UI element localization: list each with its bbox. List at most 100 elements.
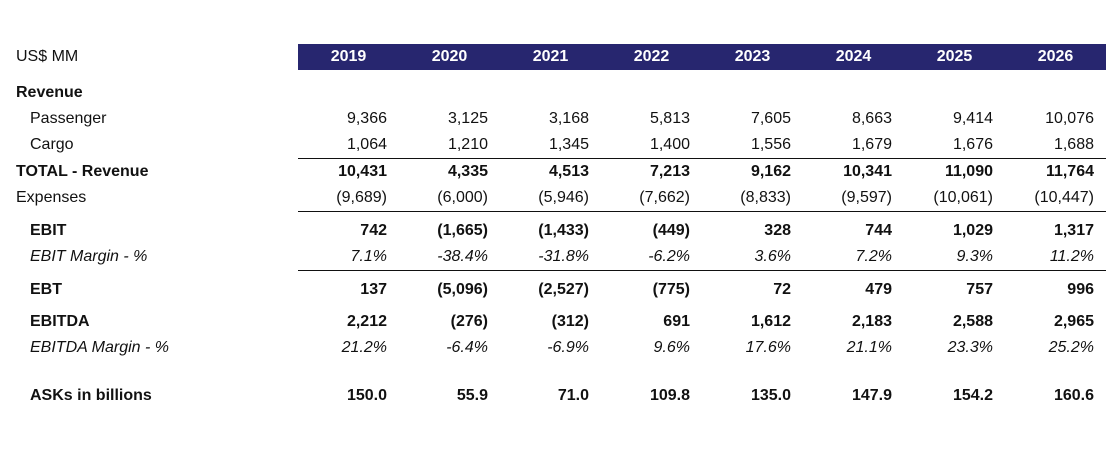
cell-value: 1,612: [750, 313, 791, 330]
table-row: EBITDA Margin - % 21.2% -6.4% -6.9% 9.6% 17.6…: [16, 335, 1106, 361]
cell-value: 3,168: [548, 110, 589, 127]
cell-value: 1,345: [500, 132, 601, 159]
cell-value: 11,764: [1045, 163, 1094, 180]
table-header-row: US$ MM 2019 2020 2021 2022 2023 2024 202…: [16, 44, 1106, 70]
row-label: Revenue: [16, 84, 83, 101]
table-row: TOTAL - Revenue 10,431 4,335 4,513 7,213 9,16…: [16, 159, 1106, 186]
cell-value: 2,965: [1053, 313, 1094, 330]
cell-value: 7.1%: [298, 244, 399, 271]
cell-value: 757: [966, 281, 993, 298]
cell-value: 4,513: [548, 163, 589, 180]
cell-value: (9,689): [298, 185, 399, 212]
cell-value: 1,679: [803, 132, 904, 159]
cell-value: (7,662): [601, 185, 702, 212]
cell-value: 9,366: [346, 110, 387, 127]
cell-value: 71.0: [557, 387, 589, 404]
cell-value: 3,125: [447, 110, 488, 127]
table-row: EBIT 742 (1,665) (1,433) (449) 328 744 1,029 1,3…: [16, 218, 1106, 244]
cell-value: 1,210: [399, 132, 500, 159]
cell-value: 742: [360, 222, 387, 239]
row-label: EBITDA: [30, 313, 90, 330]
cell-value: 9,162: [750, 163, 791, 180]
cell-value: 744: [865, 222, 892, 239]
cell-value: -38.4%: [399, 244, 500, 271]
cell-value: 691: [663, 313, 690, 330]
row-label: Passenger: [30, 110, 107, 127]
cell-value: 5,813: [649, 110, 690, 127]
cell-value: 328: [764, 222, 791, 239]
cell-value: 7,605: [750, 110, 791, 127]
cell-value: -6.2%: [601, 244, 702, 271]
cell-value: 2,183: [851, 313, 892, 330]
year-header: 2021: [500, 44, 601, 70]
cell-value: 9.3%: [904, 244, 1005, 271]
cell-value: (312): [551, 313, 589, 330]
row-label: Expenses: [16, 189, 87, 207]
row-label: EBIT Margin - %: [30, 248, 148, 266]
cell-value: 2,588: [952, 313, 993, 330]
cell-value: 160.6: [1053, 387, 1094, 404]
cell-value: 479: [865, 281, 892, 298]
revenue-heading-row: Revenue: [16, 80, 1106, 106]
financial-summary-table: US$ MM 2019 2020 2021 2022 2023 2024 202…: [16, 44, 1106, 409]
cell-value: 17.6%: [745, 339, 791, 356]
year-header: 2022: [601, 44, 702, 70]
cell-value: 3.6%: [702, 244, 803, 271]
table-row: Expenses (9,689) (6,000) (5,946) (7,662) (8,8…: [16, 185, 1106, 212]
cell-value: 72: [773, 281, 791, 298]
table-row: EBITDA 2,212 (276) (312) 691 1,612 2,183 2,588 2…: [16, 309, 1106, 335]
cell-value: 21.2%: [341, 339, 387, 356]
cell-value: 150.0: [346, 387, 387, 404]
cell-value: 7.2%: [803, 244, 904, 271]
year-header: 2026: [1005, 44, 1106, 70]
cell-value: 10,431: [338, 163, 387, 180]
table-row: ASKs in billions 150.0 55.9 71.0 109.8 135.0 1…: [16, 383, 1106, 409]
cell-value: 1,317: [1053, 222, 1094, 239]
year-header: 2020: [399, 44, 500, 70]
cell-value: 1,688: [1005, 132, 1106, 159]
cell-value: (775): [652, 281, 690, 298]
cell-value: 137: [360, 281, 387, 298]
year-header: 2023: [702, 44, 803, 70]
row-label: Cargo: [30, 136, 74, 154]
cell-value: 1,556: [702, 132, 803, 159]
year-header: 2025: [904, 44, 1005, 70]
row-label: EBIT: [30, 222, 67, 239]
cell-value: (1,433): [538, 222, 589, 239]
row-label: TOTAL - Revenue: [16, 162, 149, 180]
cell-value: (449): [652, 222, 690, 239]
cell-value: 2,212: [346, 313, 387, 330]
cell-value: 147.9: [851, 387, 892, 404]
table-row: Passenger 9,366 3,125 3,168 5,813 7,605 8,663 9…: [16, 106, 1106, 132]
cell-value: -31.8%: [500, 244, 601, 271]
cell-value: (276): [450, 313, 488, 330]
units-label: US$ MM: [16, 44, 298, 70]
cell-value: 25.2%: [1048, 339, 1094, 356]
cell-value: 9.6%: [653, 339, 690, 356]
cell-value: 11,090: [944, 163, 993, 180]
cell-value: 9,414: [952, 110, 993, 127]
cell-value: (2,527): [538, 281, 589, 298]
cell-value: 154.2: [952, 387, 993, 404]
cell-value: (5,946): [500, 185, 601, 212]
row-label: EBITDA Margin - %: [30, 339, 169, 356]
year-header: 2024: [803, 44, 904, 70]
cell-value: 10,076: [1045, 110, 1094, 127]
cell-value: (6,000): [399, 185, 500, 212]
table-row: EBIT Margin - % 7.1% -38.4% -31.8% -6.2% 3.6%…: [16, 244, 1106, 271]
cell-value: 7,213: [649, 163, 690, 180]
cell-value: 1,400: [601, 132, 702, 159]
row-label: EBT: [30, 281, 62, 298]
cell-value: (10,061): [904, 185, 1005, 212]
cell-value: -6.9%: [547, 339, 589, 356]
row-label: ASKs in billions: [30, 387, 152, 404]
cell-value: 109.8: [649, 387, 690, 404]
cell-value: 11.2%: [1005, 244, 1106, 271]
cell-value: (8,833): [702, 185, 803, 212]
cell-value: 1,064: [298, 132, 399, 159]
table-row: EBT 137 (5,096) (2,527) (775) 72 479 757 996: [16, 277, 1106, 303]
cell-value: 23.3%: [947, 339, 993, 356]
cell-value: (5,096): [437, 281, 488, 298]
cell-value: (9,597): [803, 185, 904, 212]
